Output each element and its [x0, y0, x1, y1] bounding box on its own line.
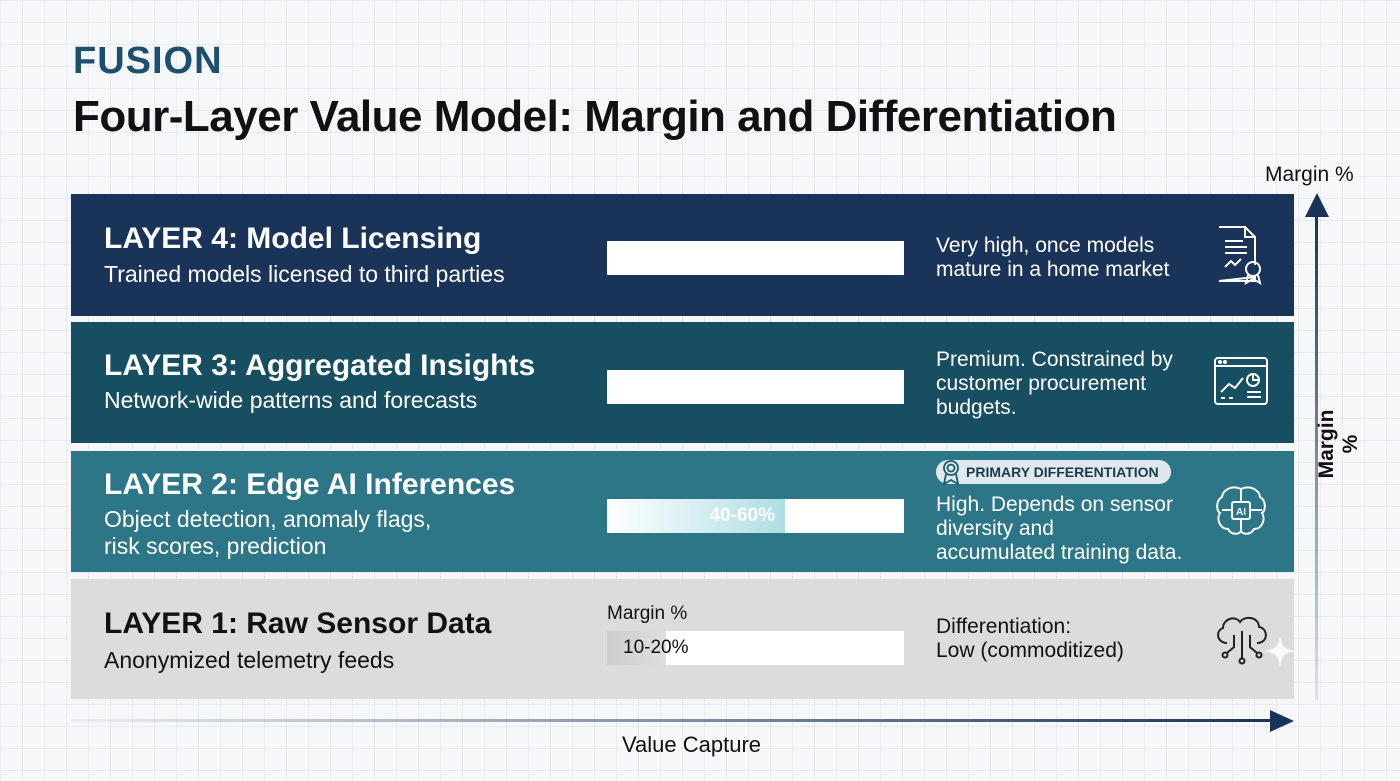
value-capture-axis-label: Value Capture — [622, 732, 762, 757]
layer-3-note: Premium. Constrained by customer procure… — [936, 348, 1173, 419]
layer-1-title: LAYER 1: Raw Sensor Data — [104, 607, 492, 640]
primary-differentiation-badge: PRIMARY DIFFERENTIATION — [936, 460, 1171, 486]
layer-2-band: LAYER 2: Edge AI Inferences Object detec… — [71, 451, 1294, 572]
margin-arrow-icon — [1305, 193, 1329, 217]
layer-3-margin-bar: 50-70% — [607, 370, 904, 404]
certificate-document-icon — [1213, 225, 1265, 286]
brand-logo: FUSION — [73, 40, 223, 82]
layer-4-margin-label: 70-90% — [798, 247, 865, 268]
layer-3-margin-label: 50-70% — [739, 376, 806, 397]
layer-1-margin-label: 10-20% — [623, 637, 689, 658]
layer-3-description: Network-wide patterns and forecasts — [104, 387, 478, 413]
svg-text:AI: AI — [1236, 507, 1246, 518]
layer-2-margin-fill — [607, 499, 785, 533]
layer-1-margin-caption: Margin % — [607, 603, 688, 624]
margin-axis-top-label: Margin % — [1265, 163, 1354, 186]
page-title: Four-Layer Value Model: Margin and Diffe… — [73, 92, 1117, 141]
layer-4-note: Very high, once models mature in a home … — [936, 234, 1170, 281]
margin-axis-side-label: Margin % — [1315, 409, 1362, 479]
layer-3-margin-fill — [607, 370, 815, 404]
layer-2-title: LAYER 2: Edge AI Inferences — [104, 468, 516, 501]
layer-4-band: LAYER 4: Model Licensing Trained models … — [71, 194, 1294, 316]
layer-1-description: Anonymized telemetry feeds — [104, 647, 395, 673]
layer-2-margin-label: 40-60% — [709, 505, 776, 526]
layer-2-margin-bar: 40-60% — [607, 499, 904, 533]
value-capture-axis-line — [71, 719, 1271, 722]
layer-2-description: Object detection, anomaly flags, risk sc… — [104, 506, 432, 559]
layer-4-title: LAYER 4: Model Licensing — [104, 222, 482, 255]
ai-brain-icon: AI — [1213, 483, 1266, 535]
layer-1-margin-bar: 10-20% — [607, 631, 904, 665]
layer-1-note: Differentiation: Low (commoditized) — [936, 615, 1124, 662]
layer-1-band: LAYER 1: Raw Sensor Data Anonymized tele… — [71, 579, 1294, 699]
layer-1-margin-fill — [607, 631, 666, 665]
award-medal-icon — [940, 458, 962, 493]
analytics-dashboard-icon — [1213, 356, 1268, 408]
layer-4-margin-bar: 70-90% — [607, 241, 904, 275]
layer-4-margin-fill — [607, 241, 874, 275]
value-capture-arrow-icon — [1270, 710, 1294, 732]
sparkle-icon — [1262, 633, 1298, 674]
badge-label: PRIMARY DIFFERENTIATION — [966, 464, 1159, 480]
cloud-network-icon — [1213, 613, 1267, 665]
layer-3-title: LAYER 3: Aggregated Insights — [104, 349, 536, 382]
layer-2-note: High. Depends on sensor diversity and ac… — [936, 493, 1183, 564]
layer-4-description: Trained models licensed to third parties — [104, 261, 505, 287]
layer-3-band: LAYER 3: Aggregated Insights Network-wid… — [71, 322, 1294, 443]
margin-axis-line — [1315, 214, 1318, 700]
